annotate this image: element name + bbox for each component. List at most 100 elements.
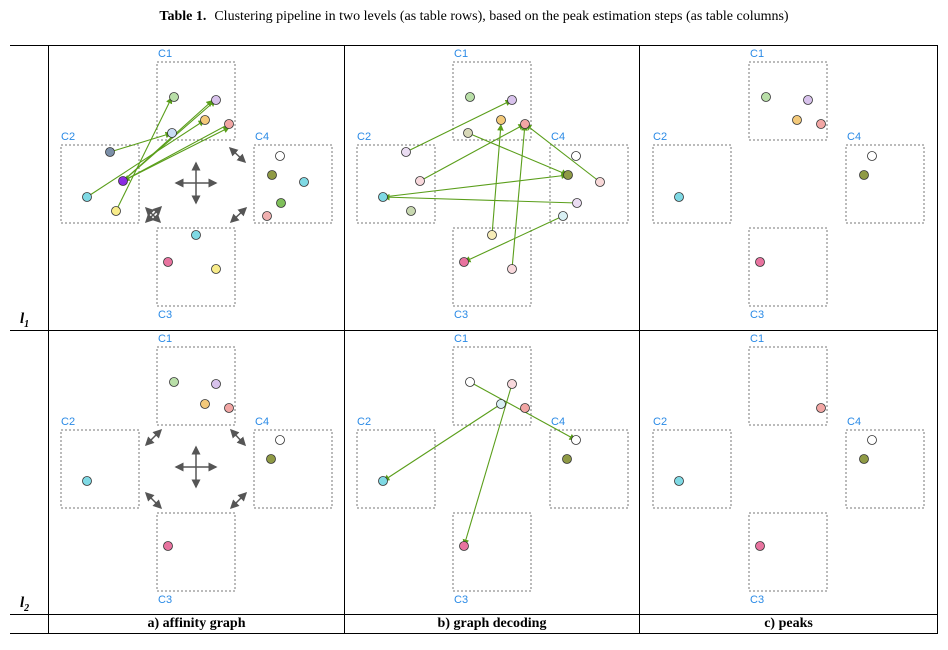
data-point — [200, 399, 210, 409]
data-point — [792, 115, 802, 125]
data-point — [563, 170, 573, 180]
cluster-label-c2: C2 — [61, 416, 75, 428]
cluster-box-c4 — [253, 429, 333, 509]
cluster-box-c1 — [156, 346, 236, 426]
data-point — [674, 476, 684, 486]
data-point — [266, 454, 276, 464]
data-point — [267, 170, 277, 180]
caption-text: Clustering pipeline in two levels (as ta… — [214, 9, 789, 24]
graph-edge-arrow — [122, 123, 230, 182]
cluster-label-c3: C3 — [750, 594, 764, 606]
cluster-label-c3: C3 — [158, 594, 172, 606]
cluster-label-c1: C1 — [750, 48, 764, 60]
affinity-double-arrow — [229, 428, 247, 447]
graph-edge-arrow — [511, 123, 528, 270]
data-point — [211, 379, 221, 389]
cluster-label-c4: C4 — [847, 131, 861, 143]
data-point — [378, 476, 388, 486]
data-point — [816, 119, 826, 129]
cluster-label-c4: C4 — [255, 416, 269, 428]
data-point — [465, 92, 475, 102]
graph-edge-arrow — [405, 99, 513, 153]
cluster-box-c4 — [253, 144, 333, 224]
panel-r2-c2: C1 C2 C3 C4 — [356, 333, 629, 606]
data-point — [755, 541, 765, 551]
cluster-label-c1: C1 — [750, 333, 764, 345]
cluster-label-c1: C1 — [158, 333, 172, 345]
cluster-label-c2: C2 — [61, 131, 75, 143]
cluster-box-c4 — [845, 144, 925, 224]
data-point — [224, 403, 234, 413]
graph-edge-arrow — [115, 96, 173, 212]
row-label-l2: l2 — [20, 595, 30, 614]
cluster-label-c2: C2 — [357, 131, 371, 143]
data-point — [507, 95, 517, 105]
affinity-double-arrow — [144, 491, 163, 510]
data-point — [118, 176, 128, 186]
data-point — [459, 257, 469, 267]
affinity-double-arrow — [228, 146, 247, 164]
data-point — [816, 403, 826, 413]
data-point — [169, 92, 179, 102]
cluster-box-c2 — [652, 429, 732, 509]
affinity-double-arrow — [144, 428, 163, 447]
cluster-box-c1 — [452, 346, 532, 426]
panel-r2-c1: C1 C2 C3 C4 — [60, 333, 333, 606]
cluster-box-c1 — [748, 346, 828, 426]
cluster-label-c4: C4 — [847, 416, 861, 428]
graph-edge-arrow — [462, 383, 513, 547]
data-point — [211, 95, 221, 105]
cluster-box-c2 — [60, 144, 140, 224]
cluster-box-c1 — [452, 61, 532, 141]
graph-edge-arrow — [467, 132, 569, 176]
column-label-graph-decoding: b) graph decoding — [437, 616, 547, 631]
data-point — [674, 192, 684, 202]
cluster-label-c4: C4 — [551, 416, 565, 428]
data-point — [562, 454, 572, 464]
data-point — [211, 264, 221, 274]
data-point — [507, 379, 517, 389]
cluster-box-c3 — [748, 227, 828, 307]
panel-r1-c3: C1 C2 C3 C4 — [652, 48, 925, 321]
data-point — [401, 147, 411, 157]
cluster-label-c3: C3 — [454, 309, 468, 321]
data-point — [520, 119, 530, 129]
data-point — [496, 115, 506, 125]
cluster-box-c2 — [652, 144, 732, 224]
cluster-box-c3 — [156, 227, 236, 307]
graph-edge-arrow — [86, 119, 206, 198]
data-point — [276, 198, 286, 208]
cluster-box-c3 — [156, 512, 236, 592]
cluster-label-c4: C4 — [551, 131, 565, 143]
caption-label: Table 1. — [159, 9, 207, 24]
data-point — [459, 541, 469, 551]
row-label-l1: l1 — [20, 311, 30, 330]
data-point — [275, 435, 285, 445]
data-point — [487, 230, 497, 240]
cluster-label-c3: C3 — [158, 309, 172, 321]
graph-edge-arrow — [524, 123, 601, 183]
data-point — [163, 257, 173, 267]
table-lines — [10, 45, 938, 634]
data-point — [595, 177, 605, 187]
data-point — [200, 115, 210, 125]
graph-edge-arrow — [382, 403, 502, 482]
data-point — [507, 264, 517, 274]
graph-edge-arrow — [491, 123, 504, 236]
cluster-label-c4: C4 — [255, 131, 269, 143]
data-point — [571, 435, 581, 445]
data-point — [571, 151, 581, 161]
data-point — [867, 151, 877, 161]
data-point — [755, 257, 765, 267]
data-point — [169, 377, 179, 387]
cluster-label-c3: C3 — [454, 594, 468, 606]
data-point — [463, 128, 473, 138]
data-point — [761, 92, 771, 102]
affinity-double-arrow — [144, 206, 162, 224]
data-point — [496, 399, 506, 409]
data-point — [803, 95, 813, 105]
cluster-box-c3 — [452, 227, 532, 307]
column-label-affinity-graph: a) affinity graph — [147, 616, 246, 631]
cluster-box-c4 — [845, 429, 925, 509]
